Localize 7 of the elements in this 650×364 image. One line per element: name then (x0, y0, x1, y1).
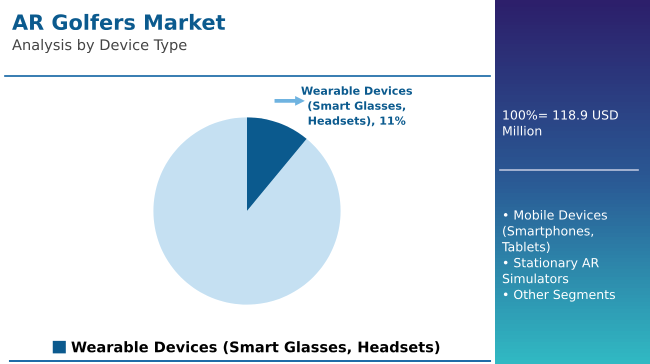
legend-label: Wearable Devices (Smart Glasses, Headsets) (71, 341, 440, 354)
pie-slice (247, 117, 307, 211)
text: 100%= 118.9 USD Million (503, 110, 618, 136)
chart-title: AR Golfers Market (12, 14, 226, 30)
text: • Mobile Devices (Smartphones, Tablets) • Stationary AR Simulators • Other Segments (502, 210, 615, 302)
data-label: Wearable Devices (Smart Glasses, Headsets), 11% (301, 86, 412, 126)
chart-subtitle: Analysis by Device Type (12, 38, 186, 54)
